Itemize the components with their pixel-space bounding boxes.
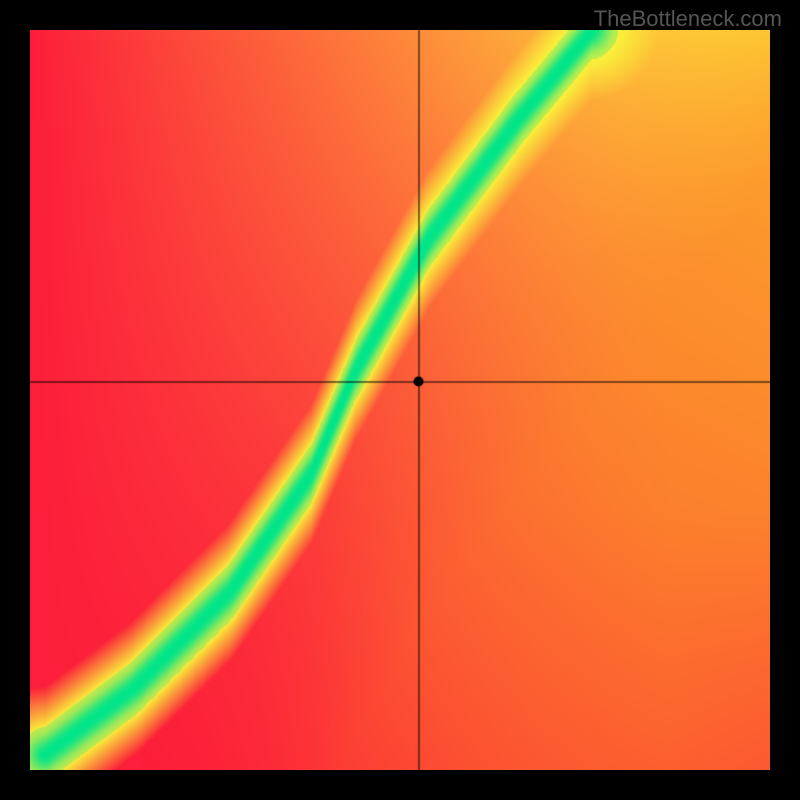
- bottleneck-heatmap: [30, 30, 770, 770]
- watermark-text: TheBottleneck.com: [594, 6, 782, 32]
- chart-frame: [30, 30, 770, 770]
